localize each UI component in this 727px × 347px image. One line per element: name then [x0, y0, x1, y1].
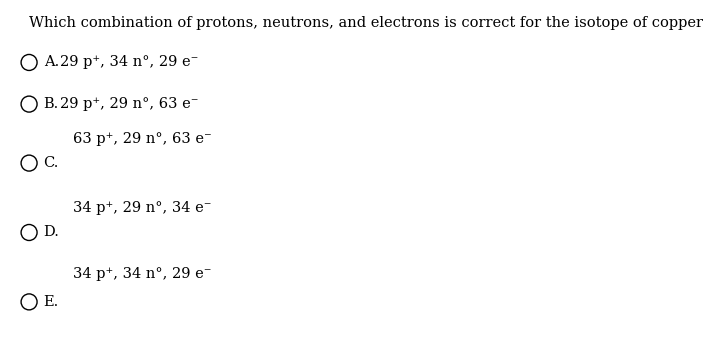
- Text: 29 p⁺, 29 n°, 63 e⁻: 29 p⁺, 29 n°, 63 e⁻: [60, 97, 198, 111]
- Text: 29 p⁺, 34 n°, 29 e⁻: 29 p⁺, 34 n°, 29 e⁻: [60, 56, 198, 69]
- Text: 63 p⁺, 29 n°, 63 e⁻: 63 p⁺, 29 n°, 63 e⁻: [73, 132, 212, 146]
- Text: E.: E.: [44, 295, 59, 309]
- Text: 34 p⁺, 29 n°, 34 e⁻: 34 p⁺, 29 n°, 34 e⁻: [73, 201, 212, 215]
- Text: D.: D.: [44, 226, 60, 239]
- Text: A.: A.: [44, 56, 59, 69]
- Text: 34 p⁺, 34 n°, 29 e⁻: 34 p⁺, 34 n°, 29 e⁻: [73, 267, 212, 281]
- Text: Which combination of protons, neutrons, and electrons is correct for the isotope: Which combination of protons, neutrons, …: [29, 16, 703, 29]
- Text: B.: B.: [44, 97, 59, 111]
- Text: C.: C.: [44, 156, 59, 170]
